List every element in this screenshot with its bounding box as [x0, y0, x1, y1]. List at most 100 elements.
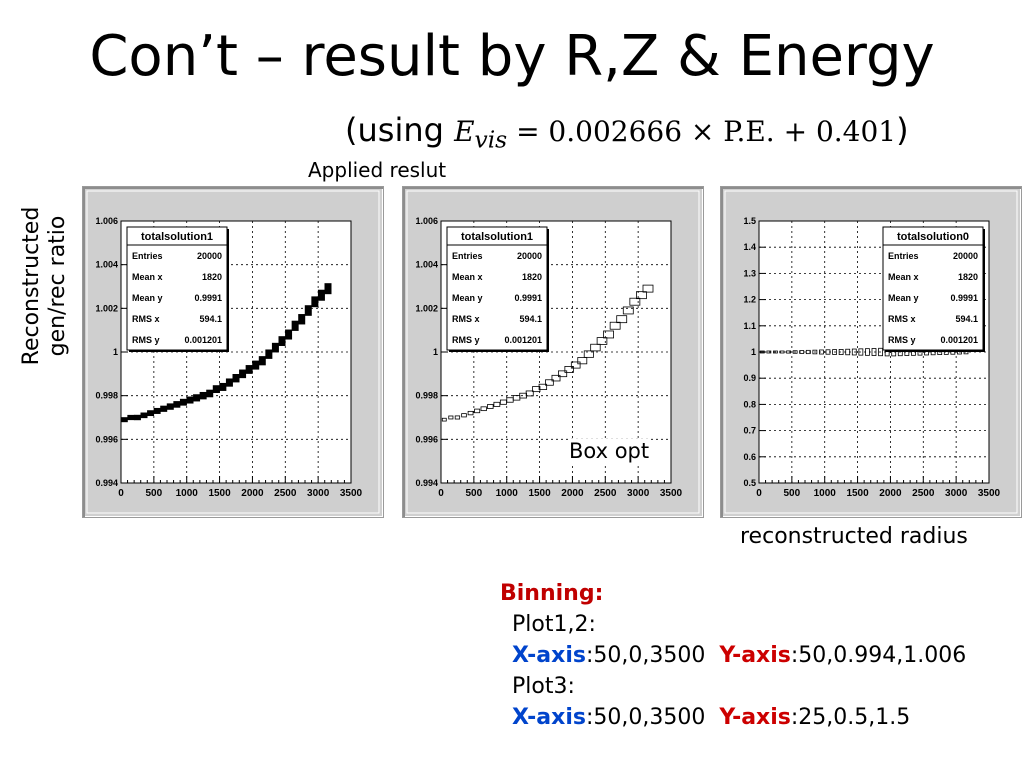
data-point: [448, 415, 454, 420]
stats-value: 594.1: [519, 314, 542, 324]
y-tick-label: 0.996: [95, 434, 118, 444]
stats-key: RMS y: [452, 335, 480, 345]
y-tick-label: 0.5: [743, 478, 756, 488]
subtitle-open: (using: [345, 111, 455, 149]
y-tick-label: 1.006: [95, 216, 118, 226]
y-tick-label: 1.4: [743, 242, 756, 252]
data-point: [865, 348, 870, 356]
y-tick-label: 1.5: [743, 216, 756, 226]
stats-name: totalsolution1: [461, 231, 533, 243]
stats-value: 20000: [197, 251, 222, 261]
data-point: [467, 410, 474, 416]
plot-panel-2: 0 500 1000 1500 2000 2500 3000 3500 0.994 0.996 0.…: [402, 186, 704, 518]
stats-value: 20000: [517, 251, 542, 261]
data-point: [558, 370, 568, 378]
plot12-x-binning: :50,0,3500: [585, 643, 706, 668]
data-point: [173, 401, 181, 408]
x-axis-key: X-axis: [512, 705, 586, 730]
x-axis-key: X-axis: [512, 643, 586, 668]
data-point: [166, 403, 174, 410]
stats-key: Mean y: [132, 293, 163, 303]
data-point: [212, 385, 220, 394]
y-axis-key: Y-axis: [719, 705, 791, 730]
stats-value: 1820: [958, 272, 978, 282]
formula: Evis = 0.002666 × P.E. + 0.401: [454, 115, 897, 154]
data-point: [629, 297, 641, 306]
subtitle-close: ): [896, 111, 909, 149]
data-point: [225, 378, 233, 387]
data-point: [193, 394, 201, 402]
data-point: [258, 356, 266, 366]
stats-box: [882, 226, 984, 351]
data-point: [759, 350, 765, 354]
formula-sub: vis: [474, 125, 508, 154]
y-tick-label: 1.004: [415, 260, 438, 270]
panel-highlight: [724, 190, 1018, 514]
x-tick-label: 3000: [627, 488, 650, 499]
stats-value: 0.9991: [194, 293, 222, 303]
data-point: [773, 350, 778, 354]
data-point: [461, 413, 467, 418]
data-point: [271, 342, 279, 353]
data-point: [160, 405, 168, 412]
x-tick-label: 1500: [528, 488, 551, 499]
x-tick-label: 2500: [594, 488, 617, 499]
x-tick-label: 2000: [561, 488, 584, 499]
y-tick-label: 1.3: [743, 268, 756, 278]
x-tick-label: 2500: [912, 488, 935, 499]
plot-panel-3: 0 500 1000 1500 2000 2500 3000 3500 0.5 0.6 0.7 0.8…: [720, 186, 1022, 518]
data-point: [493, 401, 501, 407]
data-point: [545, 379, 554, 386]
data-point: [525, 390, 534, 397]
x-tick-label: 3500: [660, 488, 683, 499]
y-tick-label: 1.2: [743, 295, 756, 305]
data-point: [311, 296, 319, 308]
formula-rhs: = 0.002666 × P.E. + 0.401: [507, 115, 897, 148]
stats-value: 0.9991: [514, 293, 542, 303]
data-point: [825, 349, 831, 355]
data-point: [622, 306, 634, 315]
y-tick-label: 1: [113, 347, 118, 357]
stats-value: 594.1: [199, 314, 222, 324]
y-tick-label: 0.998: [415, 391, 438, 401]
data-point: [317, 289, 325, 301]
stats-key: Entries: [452, 251, 483, 261]
plot-3-svg: 0 500 1000 1500 2000 2500 3000 3500 0.5 0.6 0.7 0.8…: [724, 190, 1018, 514]
data-point: [179, 398, 187, 406]
data-point: [454, 415, 461, 420]
x-tick-label: 500: [146, 488, 163, 499]
data-point: [551, 374, 561, 382]
data-point: [609, 321, 621, 330]
data-point: [570, 361, 581, 369]
stats-name: totalsolution1: [141, 231, 213, 243]
y-tick-label: 0.6: [743, 452, 756, 462]
x-tick-label: 1500: [846, 488, 869, 499]
y-tick-label: 1: [433, 347, 438, 357]
data-point: [805, 349, 811, 355]
stats-key: Mean x: [132, 272, 163, 282]
data-point: [127, 414, 135, 421]
x-tick-label: 3500: [978, 488, 1001, 499]
y-tick-label: 0.994: [415, 478, 438, 488]
data-point: [441, 417, 447, 422]
y-tick-label: 1.002: [95, 303, 118, 313]
data-point: [799, 350, 805, 354]
y-tick-label: 1.006: [415, 216, 438, 226]
plot12-y-binning: :50,0.994,1.006: [790, 643, 967, 668]
data-point: [265, 349, 273, 359]
stats-value: 1820: [202, 272, 222, 282]
y-axis-label: Reconstructed gen/rec ratio: [10, 190, 80, 390]
stats-value: 0.001201: [940, 335, 978, 345]
stats-value: 0.9991: [950, 293, 978, 303]
stats-key: RMS y: [132, 335, 160, 345]
stats-value: 0.001201: [504, 335, 542, 345]
stats-value: 0.001201: [184, 335, 222, 345]
data-point: [871, 348, 877, 356]
x-tick-label: 1000: [176, 488, 199, 499]
data-point: [590, 343, 601, 352]
x-tick-label: 3000: [945, 488, 968, 499]
formula-subtitle: (using Evis = 0.002666 × P.E. + 0.401): [345, 108, 909, 162]
data-point: [324, 283, 332, 295]
data-point: [186, 396, 194, 404]
x-tick-label: 500: [784, 488, 801, 499]
